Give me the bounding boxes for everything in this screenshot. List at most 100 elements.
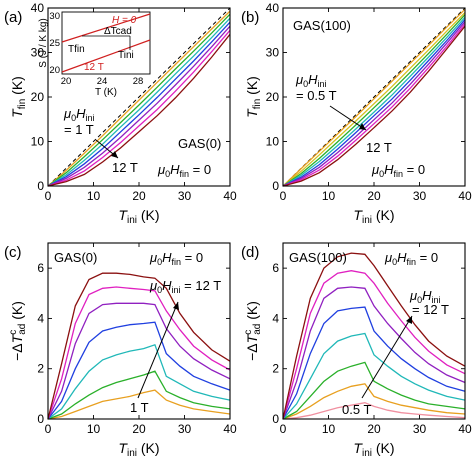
x-tick-label: 40	[458, 189, 472, 203]
x-tick-label: 0	[45, 422, 52, 436]
panel-a: 0 10 20 30 40 0 10 20 30 40 Tini (K) Tfin (K) (a) μ0H…	[4, 1, 237, 226]
field-annotation: μ0Hfin = 0	[149, 250, 203, 267]
x-tick-label: 30	[178, 189, 192, 203]
y-tick-label: 6	[272, 261, 279, 275]
series-line-5	[47, 286, 231, 420]
series-line-6	[282, 270, 466, 420]
y-tick-label: 10	[31, 135, 45, 149]
series-line-2	[282, 361, 466, 420]
field-annotation: μ0Hini = 12 T	[149, 278, 221, 295]
series-line-1	[47, 13, 231, 187]
inset-x-label: T (K)	[95, 87, 117, 98]
x-tick-label: 20	[367, 189, 381, 203]
series-line-5	[282, 21, 466, 187]
y-tick-label: 10	[266, 135, 280, 149]
x-tick-label: 30	[413, 422, 427, 436]
y-tick-label: 20	[31, 90, 45, 104]
y-tick-label: 30	[31, 46, 45, 60]
y-axis-label-group: −ΔTcad (K)	[8, 301, 28, 361]
arrow-line	[361, 315, 413, 399]
x-tick-label: 40	[458, 422, 472, 436]
panel-label: (b)	[241, 9, 259, 26]
panel-label: (c)	[4, 244, 22, 261]
arrow-head	[406, 316, 412, 324]
inset-12t-label: 12 T	[84, 62, 104, 73]
field-annotation: μ0Hfin = 0	[371, 162, 425, 179]
y-axis-label: Tfin (K)	[244, 76, 263, 118]
x-tick-label: 0	[280, 422, 287, 436]
series-line-2	[47, 17, 231, 187]
y-axis-label-group: −ΔTcad (K)	[243, 301, 263, 361]
series-line-2	[47, 343, 231, 420]
y-tick-label: 0	[272, 412, 279, 426]
y-axis-label-group: Tfin (K)	[9, 76, 28, 118]
series-line-2	[282, 14, 466, 187]
inset-y-tick-label: 25	[49, 38, 60, 49]
field-annotation: μ0Hini	[63, 106, 95, 123]
inset-x-tick-label: 24	[97, 76, 108, 87]
field-value-high: 12 T	[366, 140, 392, 155]
x-tick-label: 10	[87, 422, 101, 436]
y-axis-label-group: Tfin (K)	[244, 76, 263, 118]
x-tick-label: 0	[45, 189, 52, 203]
x-tick-label: 40	[223, 189, 237, 203]
y-tick-label: 0	[272, 179, 279, 193]
plot-frame	[47, 242, 231, 420]
x-tick-label: 10	[87, 189, 101, 203]
inset-x-tick-label: 28	[133, 76, 144, 87]
series-line-4	[47, 302, 231, 420]
inset-line-h0	[61, 13, 151, 43]
y-tick-label: 4	[37, 311, 44, 325]
panel-b: 0 10 20 30 40 0 10 20 30 40 Tini (K) Tfin (K) (b) GAS…	[241, 1, 472, 226]
series-line-0	[47, 10, 231, 187]
x-axis-label: Tini (K)	[118, 440, 159, 459]
field-value-low: = 1 T	[64, 122, 94, 137]
y-tick-label: 40	[266, 1, 280, 15]
inset-x-tick-label: 20	[61, 76, 72, 87]
x-axis-label: Tini (K)	[118, 207, 159, 226]
x-axis-label: Tini (K)	[353, 207, 394, 226]
field-annotation: μ0Hini	[409, 288, 441, 305]
x-tick-label: 10	[322, 422, 336, 436]
panel-label: (d)	[241, 244, 259, 261]
inset-y-label: S (J / K kg)	[38, 18, 49, 67]
inset-tfin-label: Tfin	[68, 44, 85, 55]
x-tick-label: 30	[413, 189, 427, 203]
field-annotation: μ0Hfin = 0	[384, 250, 438, 267]
y-tick-label: 2	[37, 362, 44, 376]
sample-label: GAS(0)	[54, 250, 97, 265]
field-value-low: = 0.5 T	[296, 88, 337, 103]
inset-frame	[61, 11, 151, 75]
series-line-4	[282, 306, 466, 420]
y-axis-label: −ΔTcad (K)	[8, 301, 28, 361]
series-line-7	[282, 252, 466, 420]
inset-y-tick-label: 30	[49, 11, 60, 22]
series-line-3	[282, 16, 466, 187]
y-tick-label: 6	[37, 261, 44, 275]
inset-y-tick-label: 20	[49, 65, 60, 76]
series-line-4	[282, 19, 466, 187]
sample-label: GAS(100)	[289, 250, 347, 265]
field-value-high: 12 T	[112, 160, 138, 175]
sample-label: GAS(100)	[293, 18, 351, 33]
x-tick-label: 20	[367, 422, 381, 436]
series-line-3	[282, 332, 466, 420]
series-line-7	[282, 25, 466, 187]
y-tick-label: 40	[31, 1, 45, 15]
arrow-head	[111, 151, 118, 158]
series-line-1	[282, 12, 466, 187]
panel-d: 0 10 20 30 40 0 2 4 6 Tini (K) −ΔTcad (K) (d) GAS(10…	[241, 242, 472, 459]
x-tick-label: 40	[223, 422, 237, 436]
arrow-head	[173, 302, 179, 310]
panel-label: (a)	[4, 9, 22, 26]
x-tick-label: 0	[280, 189, 287, 203]
panel-c: 0 10 20 30 40 0 2 4 6 Tini (K) −ΔTcad (K) (c) GAS(0)…	[4, 242, 237, 459]
series-line-0	[282, 402, 466, 420]
series-line-0	[47, 389, 231, 420]
inset-y-label-group: S (J / K kg)	[38, 18, 49, 67]
y-tick-label: 4	[272, 311, 279, 325]
field-annotation: μ0Hfin = 0	[157, 162, 211, 179]
inset-tini-label: Tini	[118, 50, 134, 61]
x-tick-label: 10	[322, 189, 336, 203]
series-line-1	[282, 383, 466, 420]
